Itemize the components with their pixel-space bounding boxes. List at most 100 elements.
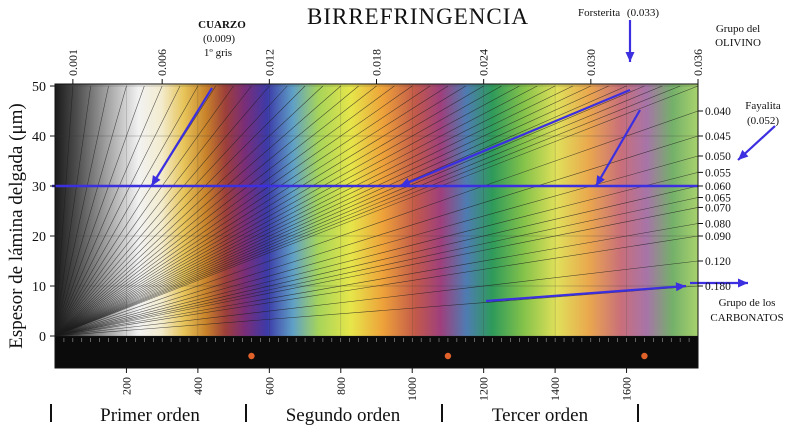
carbonates-line2: CARBONATOS bbox=[710, 312, 783, 324]
top-tick-label: 0.018 bbox=[370, 49, 384, 76]
order-boundary-dot bbox=[641, 352, 648, 360]
right-tick-label: 0.055 bbox=[705, 167, 731, 179]
right-tick-label: 0.120 bbox=[705, 256, 731, 268]
order-divider bbox=[50, 404, 52, 422]
fayalite-name: Fayalita bbox=[745, 100, 781, 112]
birefringence-line bbox=[54, 85, 252, 337]
forsterite-value: (0.033) bbox=[627, 7, 659, 19]
birefringence-line bbox=[54, 85, 413, 337]
x-tick-label: 1600 bbox=[620, 377, 634, 401]
birefringence-line bbox=[54, 85, 109, 337]
birefringence-line bbox=[54, 85, 627, 337]
carbonates-diagonal-arrow bbox=[485, 284, 687, 303]
birefringence-line bbox=[54, 85, 324, 337]
right-tick-label: 0.040 bbox=[705, 106, 731, 118]
birefringence-line bbox=[54, 135, 699, 337]
y-tick-label: 50 bbox=[32, 80, 46, 95]
birefringence-line bbox=[54, 85, 288, 337]
birefringence-line bbox=[54, 85, 484, 337]
quartz-label: CUARZO bbox=[198, 19, 246, 31]
birefringence-line bbox=[54, 85, 395, 337]
birefringence-line bbox=[54, 85, 199, 337]
birefringence-line bbox=[54, 85, 502, 337]
top-tick-label: 0.024 bbox=[477, 49, 491, 76]
order-divider bbox=[245, 404, 247, 422]
birefringence-line bbox=[54, 197, 699, 337]
right-tick-label: 0.060 bbox=[705, 181, 731, 193]
birefringence-line bbox=[54, 85, 216, 337]
olivine-group-line2: OLIVINO bbox=[715, 37, 761, 49]
fayalite-arrow-head bbox=[738, 149, 749, 160]
mineral-lines bbox=[52, 20, 776, 303]
birefringence-line bbox=[54, 185, 699, 337]
fayalite-diagonal-arrow bbox=[595, 109, 641, 187]
quartz-arrow bbox=[150, 87, 213, 187]
birefringence-line bbox=[54, 85, 163, 337]
birefringence-line bbox=[54, 85, 270, 337]
birefringence-line bbox=[54, 85, 377, 337]
fayalite-value: (0.052) bbox=[747, 115, 779, 127]
order-boundary-dot bbox=[444, 352, 452, 360]
top-tick-label: 0.030 bbox=[584, 49, 598, 76]
quartz-value: (0.009) bbox=[203, 33, 235, 45]
birefringence-line bbox=[54, 85, 127, 337]
birefringence-line bbox=[54, 85, 538, 337]
birefringence-line bbox=[54, 85, 663, 337]
carbonates-arrow-head bbox=[738, 278, 748, 288]
olivine-group-line1: Grupo del bbox=[716, 23, 760, 35]
x-tick-label: 1000 bbox=[405, 377, 419, 401]
birefringence-line bbox=[54, 85, 341, 337]
right-tick-label: 0.050 bbox=[705, 151, 731, 163]
birefringence-line bbox=[54, 85, 91, 337]
birefringence-line bbox=[54, 85, 449, 337]
x-tick-label: 800 bbox=[334, 377, 348, 395]
forsterite-label: Forsterita (0.033) bbox=[578, 7, 659, 19]
forsterite-diagonal-arrow bbox=[399, 88, 631, 188]
y-tick-label: 30 bbox=[32, 180, 46, 195]
right-tick-label: 0.045 bbox=[705, 131, 731, 143]
top-tick-label: 0.036 bbox=[691, 49, 705, 76]
birefringence-line bbox=[54, 110, 699, 337]
right-tick-label: 0.090 bbox=[705, 231, 731, 243]
birefringence-line bbox=[54, 85, 466, 337]
y-axis-label: Espesor de lámina delgada (μm) bbox=[6, 103, 27, 349]
birefringence-line bbox=[54, 223, 699, 337]
birefringence-line bbox=[54, 85, 556, 337]
right-tick-label: 0.080 bbox=[705, 219, 731, 231]
quartz-arrow-head bbox=[151, 175, 161, 186]
order-boundary-dot bbox=[248, 352, 255, 360]
carbonates-diagonal-arrow-head bbox=[675, 282, 686, 292]
birefringence-line bbox=[54, 85, 306, 337]
top-tick-label: 0.001 bbox=[66, 49, 80, 76]
order-label-third: Tercer orden bbox=[492, 405, 589, 426]
birefringence-line bbox=[54, 260, 699, 337]
right-tick-label: 0.065 bbox=[705, 193, 731, 205]
x-tick-label: 1400 bbox=[548, 377, 562, 401]
birefringence-line bbox=[54, 85, 574, 337]
y-tick-label: 0 bbox=[39, 330, 46, 345]
forsterite-diagonal-arrow-head bbox=[400, 177, 411, 187]
carbonates-line1: Grupo de los bbox=[719, 297, 776, 309]
birefringence-line bbox=[54, 85, 74, 337]
forsterite-name: Forsterita bbox=[578, 7, 620, 19]
order-label-second: Segundo orden bbox=[286, 405, 401, 426]
birefringence-line bbox=[54, 85, 431, 337]
birefringence-line bbox=[54, 85, 645, 337]
birefringence-line bbox=[54, 85, 699, 337]
top-tick-label: 0.006 bbox=[155, 49, 169, 76]
birefringence-line bbox=[54, 207, 699, 337]
y-tick-label: 20 bbox=[32, 230, 46, 245]
birefringence-line bbox=[54, 85, 681, 337]
x-tick-label: 600 bbox=[262, 377, 276, 395]
birefringence-line bbox=[54, 235, 699, 337]
y-tick-label: 40 bbox=[32, 130, 46, 145]
birefringence-line bbox=[54, 85, 181, 337]
top-tick-label: 0.012 bbox=[262, 49, 276, 76]
quartz-note: 1º gris bbox=[204, 47, 232, 59]
axes: 0 10 20 30 40 50 200 400 600 800 1000 1200 1400 1600 0… bbox=[32, 49, 731, 401]
birefringence-line bbox=[54, 85, 359, 337]
y-tick-label: 10 bbox=[32, 280, 46, 295]
order-label-first: Primer orden bbox=[100, 405, 200, 426]
